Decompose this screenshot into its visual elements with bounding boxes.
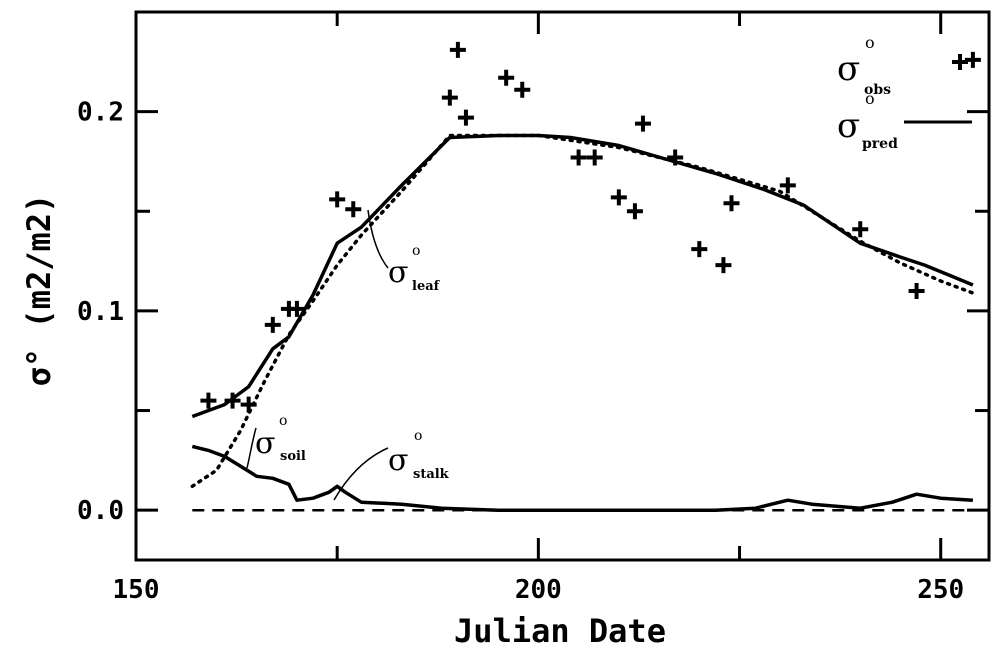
observed-point (691, 241, 708, 258)
observed-point (224, 392, 241, 409)
legend-pred-entry: σ o pred (837, 89, 972, 152)
observed-point (634, 115, 651, 132)
observed-point (570, 149, 587, 166)
y-axis-title: σ° (m2/m2) (20, 194, 58, 387)
x-tick-label: 250 (917, 575, 964, 605)
legend-pred-symbol: σ (837, 106, 860, 146)
legend-obs-sup: o (865, 33, 875, 52)
observed-point (715, 257, 732, 274)
legend-obs-symbol: σ (837, 49, 860, 89)
legend-obs-marker (952, 54, 968, 70)
observed-point (329, 191, 346, 208)
observed-point (667, 149, 684, 166)
observed-point (852, 221, 869, 238)
observed-point (586, 149, 603, 166)
legend-obs-entry: σ o obs (837, 33, 968, 98)
annotation-soil-sup: o (279, 413, 287, 429)
observed-point (964, 51, 981, 68)
annotation-leaf-symbol: σ (388, 255, 408, 290)
observed-point (264, 316, 281, 333)
observed-point (240, 396, 257, 413)
annotation-soil: σ o soil (246, 413, 306, 469)
observed-markers (200, 41, 981, 413)
y-tick-label: 0.2 (77, 98, 124, 128)
plot-frame (134, 10, 991, 562)
annotation-stalk: σ o stalk (333, 428, 450, 501)
observed-point (610, 189, 627, 206)
observed-point (449, 41, 466, 58)
observed-point (908, 282, 925, 299)
annotation-soil-symbol: σ (255, 426, 275, 461)
observed-point (288, 300, 305, 317)
annotation-leaf-sup: o (412, 243, 420, 259)
annotation-stalk-sub: stalk (413, 467, 450, 482)
legend-pred-sub: pred (862, 136, 898, 152)
x-tick-label: 200 (515, 575, 562, 605)
observed-point (457, 109, 474, 126)
observed-point (779, 177, 796, 194)
annotation-soil-sub: soil (280, 449, 306, 464)
annotation-leaf: σ o leaf (367, 209, 441, 294)
legend-obs-sub: obs (864, 82, 891, 98)
x-axis-title: Julian Date (454, 612, 666, 650)
x-tick-label: 150 (113, 575, 160, 605)
observed-point (514, 81, 531, 98)
annotation-stalk-symbol: σ (388, 443, 408, 478)
series-lines (190, 133, 975, 512)
series-line-leaf (190, 133, 975, 489)
annotation-leaf-sub: leaf (412, 279, 441, 294)
series-line-pred (191, 133, 974, 419)
observed-point (345, 201, 362, 218)
annotation-stalk-sup: o (414, 428, 422, 444)
observed-point (626, 203, 643, 220)
legend-pred-sup: o (865, 89, 875, 108)
observed-point (200, 392, 217, 409)
observed-point (441, 89, 458, 106)
observed-point (723, 195, 740, 212)
series-line-soil (191, 444, 974, 512)
y-tick-label: 0.0 (77, 496, 124, 526)
legend: σ o obs σ o pred (837, 33, 972, 152)
axes-layer: 150 200 250 0.0 0.1 0.2 (77, 12, 989, 605)
y-tick-label: 0.1 (77, 297, 124, 327)
observed-point (498, 69, 515, 86)
